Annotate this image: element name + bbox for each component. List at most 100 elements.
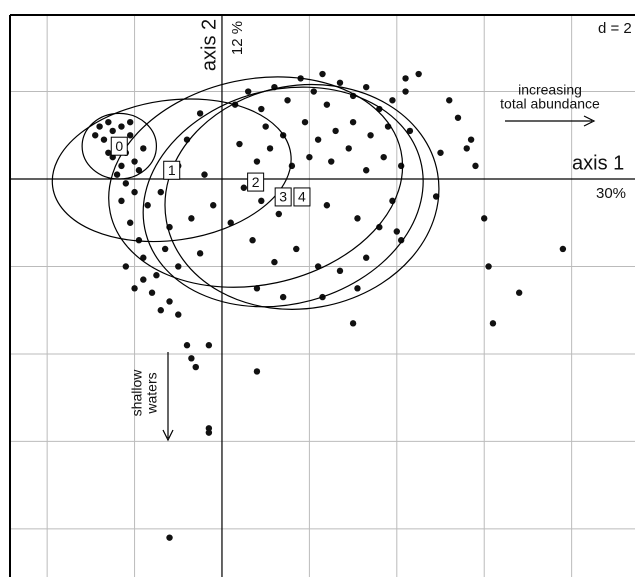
point	[122, 180, 130, 187]
point	[485, 263, 492, 270]
point	[323, 101, 331, 108]
point	[161, 245, 169, 253]
point	[92, 132, 99, 139]
y-axis-label: axis 2	[198, 19, 220, 71]
point	[135, 167, 143, 174]
point	[463, 145, 470, 152]
point	[201, 171, 208, 178]
class-label-box	[274, 187, 292, 207]
point	[140, 254, 147, 261]
class-label: 0	[115, 138, 123, 154]
point	[467, 136, 475, 143]
class-ellipse	[81, 112, 158, 180]
point	[131, 188, 138, 196]
point	[481, 215, 488, 222]
point	[131, 158, 138, 165]
annotation: total abundance	[500, 96, 600, 112]
annotation: shallow	[129, 369, 145, 417]
point	[253, 158, 261, 165]
point	[380, 153, 387, 161]
point	[363, 83, 370, 91]
point	[415, 70, 422, 78]
point	[126, 132, 134, 139]
point	[284, 97, 291, 104]
point	[363, 167, 370, 174]
point	[402, 88, 409, 95]
point	[205, 342, 213, 349]
class-ellipse	[108, 76, 404, 288]
point	[328, 158, 335, 165]
point	[166, 298, 173, 305]
point	[332, 127, 339, 135]
point	[349, 320, 357, 327]
point	[175, 263, 182, 270]
point	[354, 285, 361, 292]
point	[118, 197, 125, 205]
point	[397, 237, 405, 244]
point	[244, 88, 252, 95]
point	[336, 79, 344, 86]
class-label: 1	[168, 162, 176, 178]
point	[109, 127, 116, 135]
point	[205, 429, 213, 436]
point	[192, 363, 199, 371]
point	[157, 188, 164, 196]
point	[131, 285, 138, 292]
point	[402, 75, 409, 82]
class-ellipse	[164, 83, 440, 310]
class-labels: 0 1 2 3 4	[110, 136, 311, 207]
point	[258, 105, 265, 113]
point	[96, 123, 103, 130]
y-axis-inertia: 12 %	[229, 21, 246, 55]
point	[113, 171, 121, 178]
point	[135, 237, 143, 244]
point	[279, 293, 287, 301]
point	[183, 342, 191, 349]
point	[432, 193, 440, 200]
class-label: 3	[279, 189, 287, 205]
point	[253, 368, 261, 375]
point	[275, 210, 282, 218]
annotation: waters	[144, 372, 160, 414]
arrow-head	[162, 429, 174, 442]
point	[389, 97, 396, 104]
point	[363, 254, 370, 261]
class-label-box	[293, 187, 311, 207]
class-ellipses	[51, 76, 440, 310]
point	[196, 250, 204, 257]
point	[188, 355, 195, 362]
point	[345, 145, 352, 152]
point	[166, 534, 173, 541]
class-label-box	[247, 172, 265, 192]
point	[489, 320, 497, 327]
point	[446, 97, 453, 104]
point	[140, 276, 147, 283]
point	[266, 145, 274, 152]
point	[249, 237, 256, 244]
point	[314, 136, 322, 143]
point	[397, 162, 405, 170]
class-label-box	[163, 160, 181, 180]
point	[323, 202, 331, 209]
point	[205, 425, 213, 432]
point	[188, 215, 195, 222]
point	[349, 118, 357, 126]
x-axis-label: axis 1	[572, 152, 624, 174]
point	[515, 289, 523, 296]
point	[236, 140, 243, 148]
point	[126, 118, 134, 126]
annotation: increasing	[518, 82, 582, 98]
arrow-head	[583, 115, 596, 127]
point	[367, 132, 374, 139]
class-label-box	[110, 136, 128, 156]
point	[118, 123, 125, 130]
point	[258, 197, 265, 205]
point	[262, 123, 269, 130]
point	[105, 149, 112, 156]
point	[175, 311, 182, 318]
point	[393, 228, 401, 235]
point	[293, 245, 300, 253]
point	[559, 245, 567, 253]
